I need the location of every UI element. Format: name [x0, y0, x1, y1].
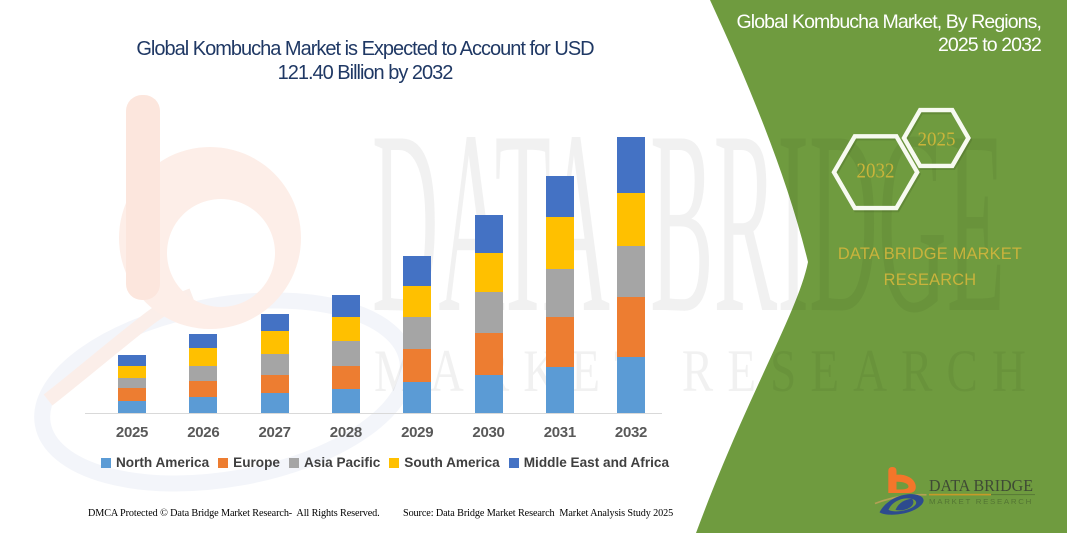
svg-text:DATA BRIDGE: DATA BRIDGE: [929, 476, 1033, 495]
svg-text:2032: 2032: [857, 159, 895, 183]
svg-text:2025: 2025: [918, 129, 956, 151]
svg-text:MARKET RESEARCH: MARKET RESEARCH: [929, 499, 1033, 506]
